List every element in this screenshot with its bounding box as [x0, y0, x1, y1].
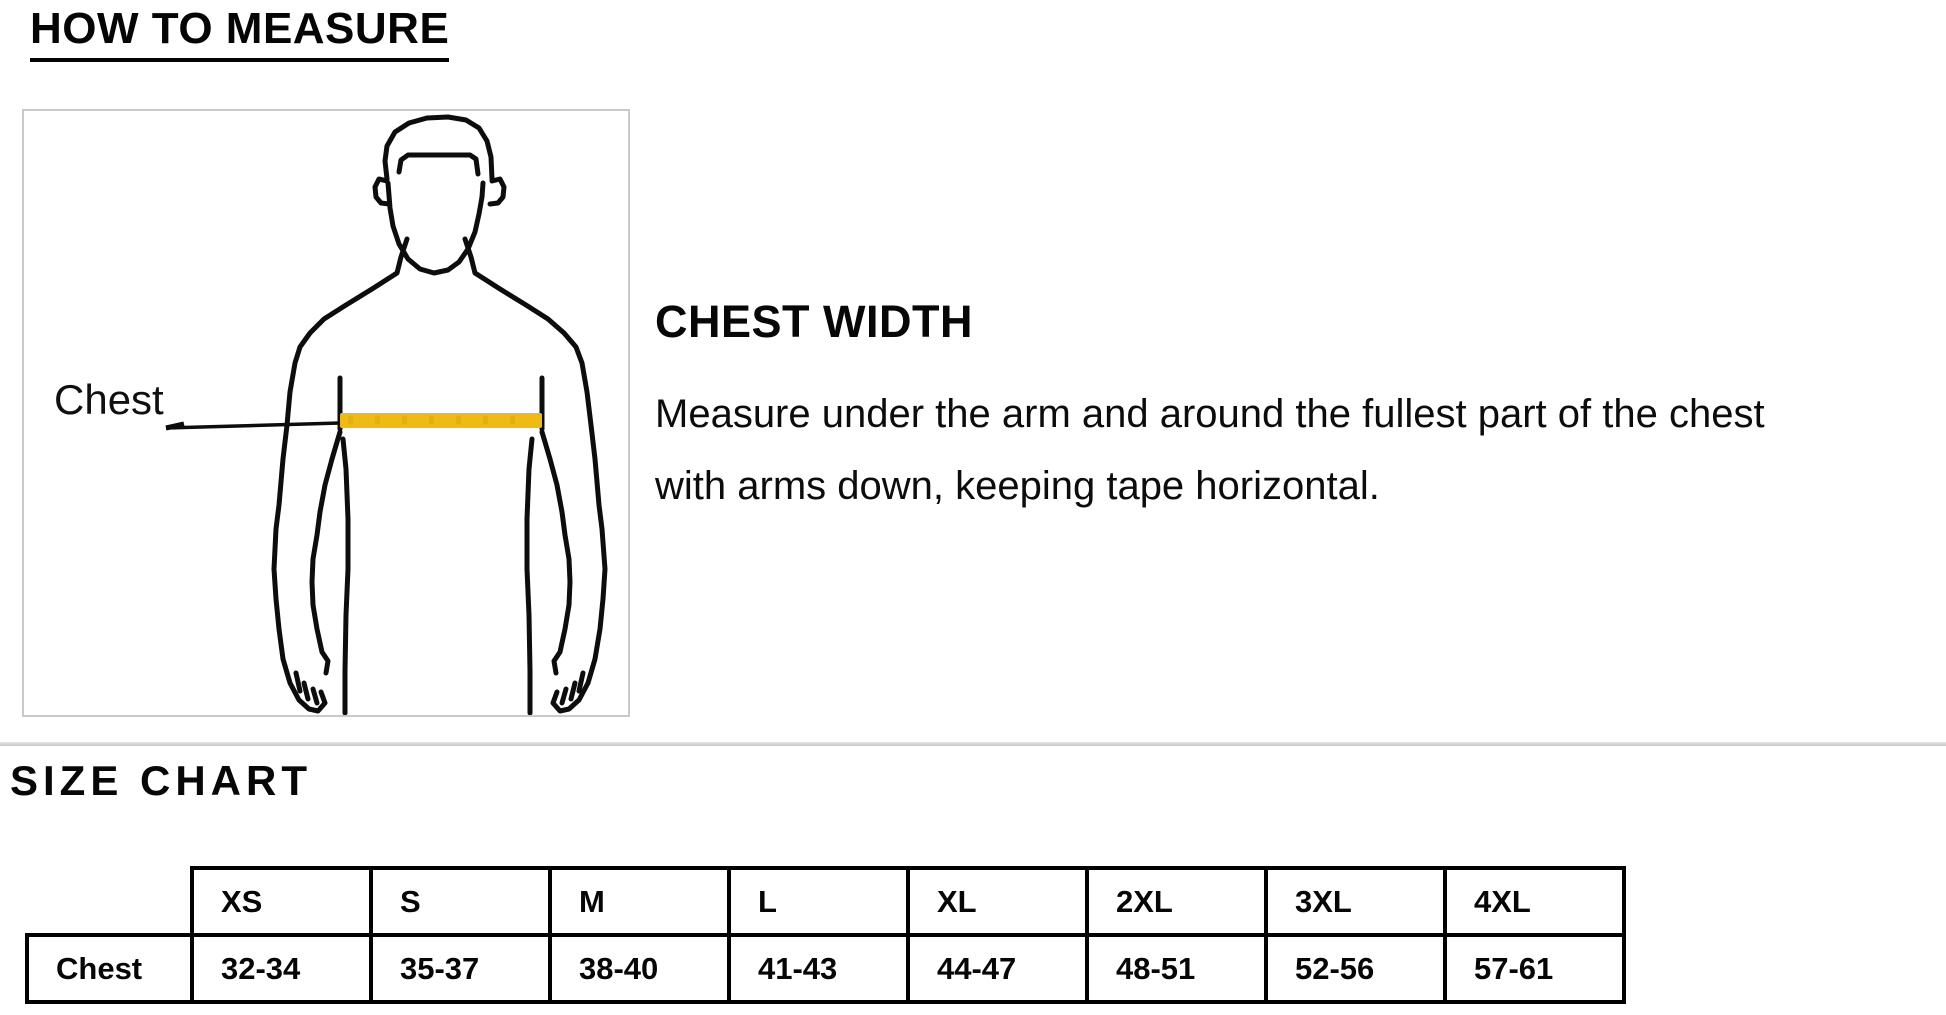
size-column-header-xl: XL [906, 866, 1089, 937]
section-divider [0, 742, 1946, 746]
chest-value-4xl: 57-61 [1443, 933, 1626, 1004]
figure-hair-fringe [396, 152, 481, 177]
figure-right-ear [487, 176, 507, 207]
figure-left-ear [372, 176, 392, 207]
chest-value-xs: 32-34 [190, 933, 373, 1004]
chest-value-m: 38-40 [548, 933, 731, 1004]
figure-right-fingers [559, 670, 586, 706]
page-title-text: HOW TO MEASURE [30, 4, 450, 62]
figure-left-inner-arm [309, 429, 343, 676]
figure-hair [382, 114, 495, 182]
chest-width-heading: CHEST WIDTH [655, 296, 973, 347]
page-title: HOW TO MEASURE [30, 4, 450, 62]
size-column-header-xs: XS [190, 866, 373, 937]
chest-value-s: 35-37 [369, 933, 552, 1004]
corner-cell [27, 868, 192, 935]
size-column-header-s: S [369, 866, 552, 937]
measurement-diagram: Chest [22, 109, 630, 717]
figure-left-fingers [293, 670, 320, 706]
figure-face [385, 180, 486, 276]
chest-value-3xl: 52-56 [1264, 933, 1447, 1004]
size-column-header-m: M [548, 866, 731, 937]
size-chart-heading: SIZE CHART [10, 757, 312, 804]
chest-measurements-row: Chest 32-34 35-37 38-40 41-43 44-47 48-5… [25, 933, 1626, 1004]
size-column-header-l: L [727, 866, 910, 937]
figure-right-inner-arm [539, 429, 573, 676]
size-column-header-4xl: 4XL [1443, 866, 1626, 937]
chest-value-2xl: 48-51 [1085, 933, 1268, 1004]
diagram-chest-label: Chest [54, 376, 164, 423]
size-column-header-2xl: 2XL [1085, 866, 1268, 937]
figure-torso-right [524, 436, 535, 715]
tape-measure [340, 413, 542, 428]
size-chart-table: XS S M L XL 2XL 3XL 4XL Chest 32-34 35-3… [25, 866, 1626, 1004]
chest-value-l: 41-43 [727, 933, 910, 1004]
chest-width-instructions-line1: Measure under the arm and around the ful… [655, 392, 1765, 436]
figure-right-arm [462, 236, 608, 714]
figure-left-arm [271, 236, 410, 714]
row-label-chest: Chest [25, 933, 194, 1004]
figure-torso-left [340, 436, 351, 715]
size-column-header-3xl: 3XL [1264, 866, 1447, 937]
chest-pointer-line [165, 421, 341, 430]
size-header-row: XS S M L XL 2XL 3XL 4XL [27, 866, 1626, 937]
chest-width-instructions-line2: with arms down, keeping tape horizontal. [655, 464, 1380, 508]
chest-value-xl: 44-47 [906, 933, 1089, 1004]
body-outline-illustration [165, 114, 608, 715]
